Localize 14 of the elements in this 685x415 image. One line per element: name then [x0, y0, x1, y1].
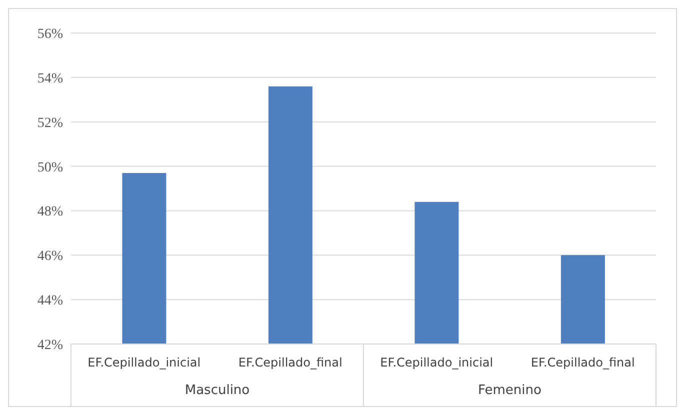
y-tick-label: 44%: [37, 294, 64, 309]
y-tick-label: 54%: [37, 71, 64, 86]
text: Masculino: [184, 383, 250, 398]
y-tick-label: 46%: [37, 249, 64, 264]
y-tick-label: 56%: [37, 26, 64, 42]
y-tick-label: 50%: [37, 160, 64, 176]
y-tick-label: 48%: [37, 204, 64, 220]
x-tick-label: EF.Cepillado_inicial: [88, 356, 201, 370]
x-tick-label: EF.Cepillado_final: [238, 356, 342, 370]
x-tick-label: EF.Cepillado_final: [530, 356, 635, 370]
x-tick-label: EF.Cepillado_inicial: [380, 356, 494, 370]
y-tick-label: 42%: [37, 338, 64, 353]
text: Femenino: [478, 383, 542, 398]
y-tick-label: 52%: [37, 116, 64, 131]
